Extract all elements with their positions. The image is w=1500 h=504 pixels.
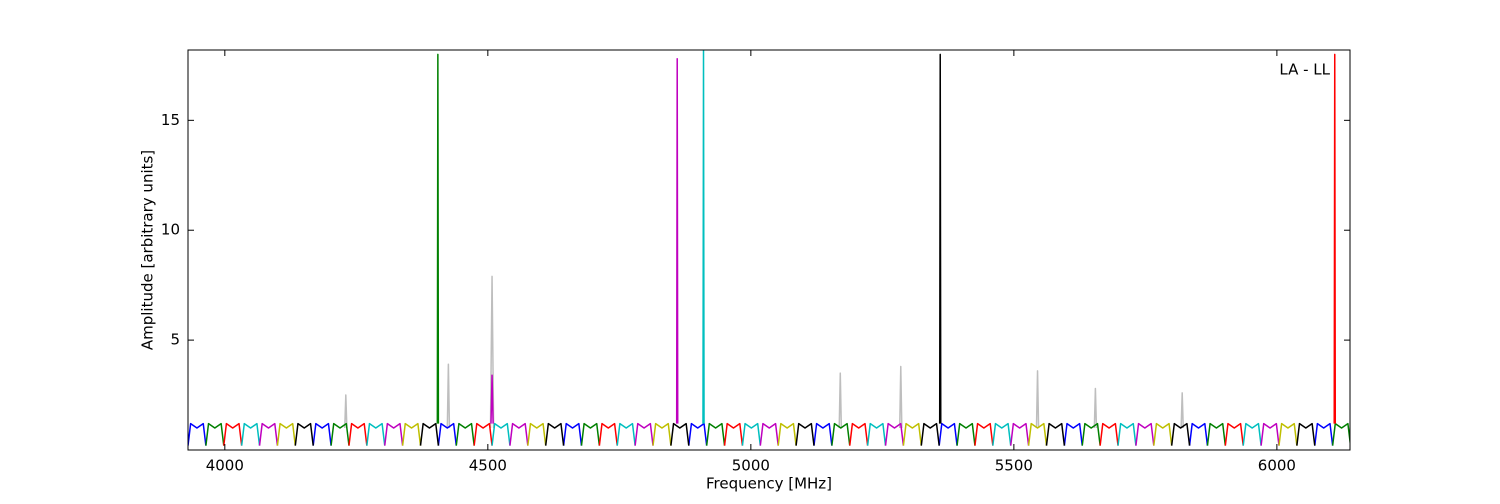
plot-lines [188, 50, 1350, 446]
spectrum-line [490, 374, 494, 424]
x-axis-label: Frequency [MHz] [706, 475, 832, 493]
spectrum-line [294, 422, 1316, 446]
spectrum-line [240, 422, 1262, 446]
spectrum-line [188, 422, 1334, 446]
y-axis-label: Amplitude [arbitrary units] [139, 150, 157, 350]
spectrum-line [223, 422, 1244, 446]
spectrum-line [702, 50, 705, 424]
spectrum-line [675, 58, 679, 424]
spectrum-line [205, 422, 1350, 446]
x-tick-label: 4000 [206, 457, 244, 475]
y-tick-label: 10 [161, 221, 180, 239]
x-tick-label: 4500 [469, 457, 507, 475]
x-tick-label: 5000 [732, 457, 770, 475]
spectrum-line [938, 53, 942, 424]
plot-frame [187, 49, 1351, 451]
y-tick-label: 5 [170, 331, 180, 349]
y-tick-label: 15 [161, 111, 180, 129]
annotation: LA - LL [1279, 61, 1330, 79]
spectrum-line [1333, 53, 1337, 424]
plot-area [188, 50, 1350, 450]
spectrum-line [258, 422, 1280, 446]
spectrum-line [436, 53, 440, 424]
axes: 4000 4500 5000 5500 6000 5 10 15 [161, 50, 1350, 475]
spectrum-line [344, 275, 1184, 429]
x-tick-label: 5500 [995, 457, 1033, 475]
x-tick-label: 6000 [1258, 457, 1296, 475]
spectrum-line [276, 422, 1298, 446]
